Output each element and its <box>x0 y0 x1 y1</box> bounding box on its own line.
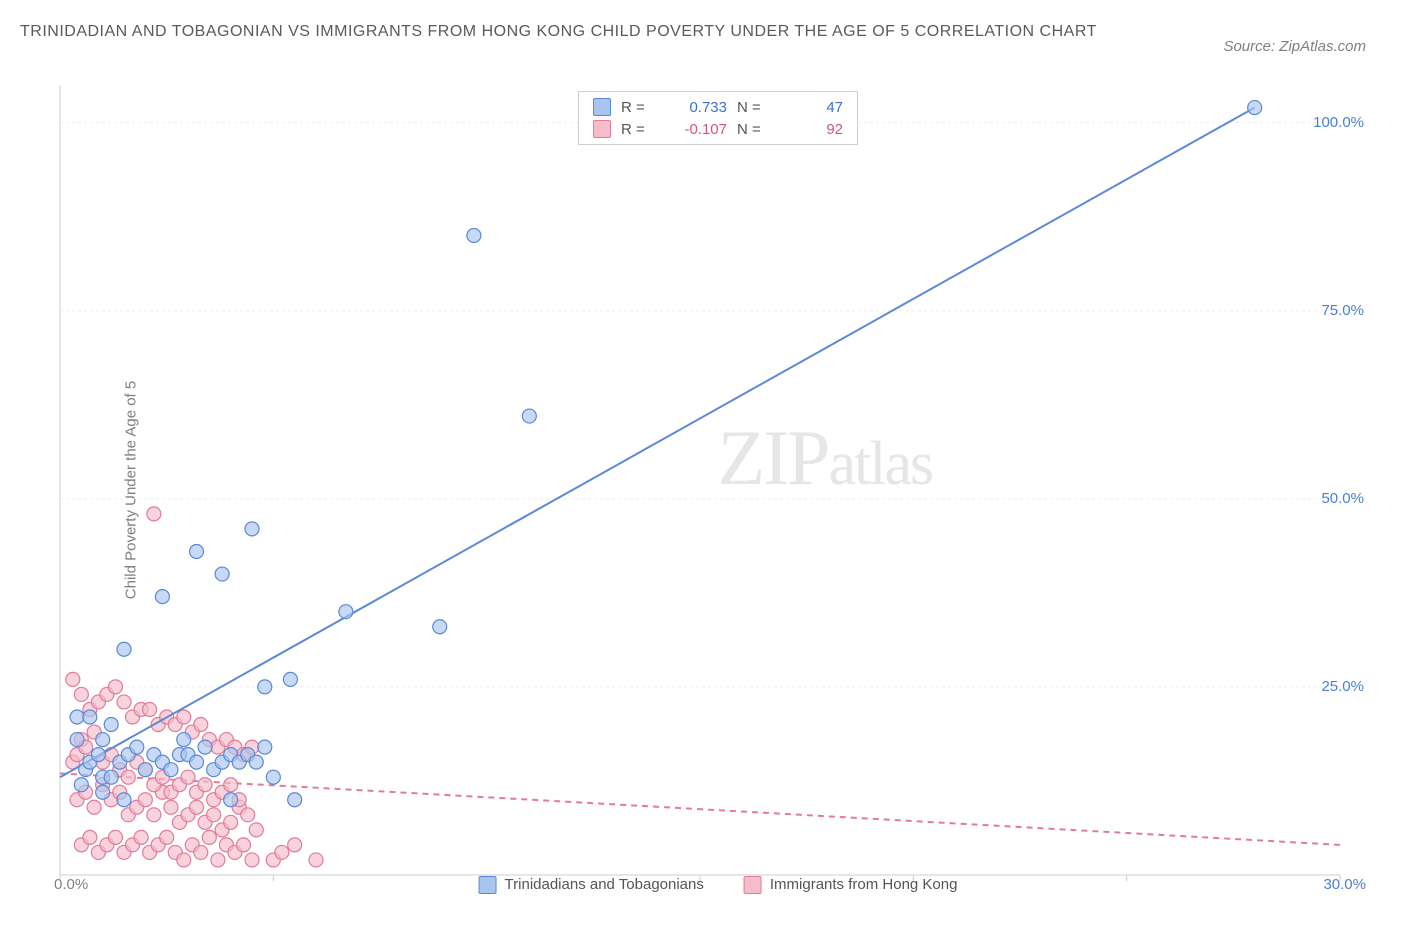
stats-legend: R = 0.733 N = 47 R = -0.107 N = 92 <box>578 91 858 145</box>
bottom-legend: 0.0% Trinidadians and Tobagonians Immigr… <box>50 876 1386 893</box>
x-axis-last-tick: 30.0% <box>1323 876 1366 893</box>
y-axis-tick: 50.0% <box>1321 490 1364 507</box>
stat-label-r: R = <box>621 99 655 116</box>
y-axis-tick: 75.0% <box>1321 302 1364 319</box>
scatter-chart <box>50 85 1386 895</box>
swatch-icon <box>593 120 611 138</box>
stats-row-series-1: R = 0.733 N = 47 <box>579 96 857 118</box>
y-axis-tick: 25.0% <box>1321 678 1364 695</box>
series-legend-2: Immigrants from Hong Kong <box>744 876 958 894</box>
x-axis-first-tick: 0.0% <box>54 876 88 893</box>
swatch-icon <box>593 98 611 116</box>
swatch-icon <box>479 876 497 894</box>
stat-label-n: N = <box>737 121 771 138</box>
series-legend-1: Trinidadians and Tobagonians <box>479 876 704 894</box>
swatch-icon <box>744 876 762 894</box>
chart-container: Child Poverty Under the Age of 5 ZIPatla… <box>50 85 1386 895</box>
stat-value-r: 0.733 <box>665 99 727 116</box>
y-axis-tick: 100.0% <box>1313 114 1364 131</box>
stat-label-n: N = <box>737 99 771 116</box>
stats-row-series-2: R = -0.107 N = 92 <box>579 118 857 140</box>
stat-value-r: -0.107 <box>665 121 727 138</box>
series-name: Trinidadians and Tobagonians <box>505 876 704 893</box>
chart-title: TRINIDADIAN AND TOBAGONIAN VS IMMIGRANTS… <box>20 18 1097 45</box>
series-name: Immigrants from Hong Kong <box>770 876 958 893</box>
stat-value-n: 92 <box>781 121 843 138</box>
source-caption: Source: ZipAtlas.com <box>1223 38 1366 55</box>
stat-label-r: R = <box>621 121 655 138</box>
stat-value-n: 47 <box>781 99 843 116</box>
